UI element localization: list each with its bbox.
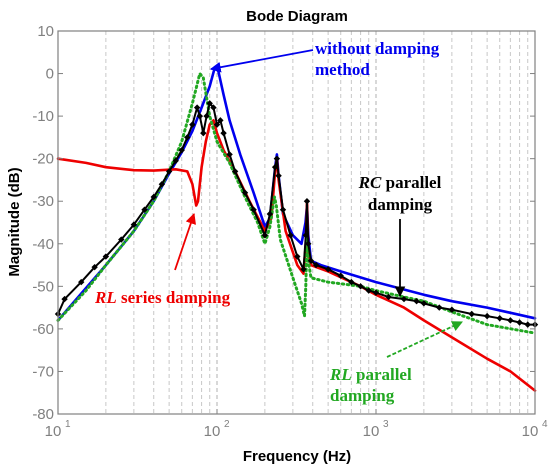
series-marker	[271, 163, 279, 171]
series-marker	[231, 168, 239, 175]
series-marker	[312, 261, 320, 269]
series-line-0	[56, 65, 537, 322]
series-marker	[273, 155, 281, 162]
annotation-label: damping	[368, 195, 433, 214]
series-marker	[226, 151, 233, 158]
y-tick-label: 10	[37, 23, 54, 40]
annotation-arrow	[386, 321, 463, 358]
series-marker	[448, 306, 456, 313]
series-marker	[203, 112, 210, 120]
series-marker	[196, 112, 204, 120]
series-marker	[118, 236, 125, 243]
annotation-arrow	[209, 49, 314, 73]
series-marker	[220, 129, 227, 137]
annotation-label: without damping	[315, 39, 440, 58]
y-axis-label: Magnitude (dB)	[6, 167, 23, 276]
x-tick-exponent: 3	[383, 419, 389, 430]
x-tick-label: 10	[45, 423, 62, 440]
y-tick-label: -50	[32, 278, 54, 295]
series-marker	[250, 206, 257, 213]
series-marker	[294, 253, 301, 260]
series-line-3	[56, 72, 537, 335]
x-axis-label: Frequency (Hz)	[243, 448, 351, 465]
y-tick-label: -40	[32, 236, 54, 253]
y-tick-label: 0	[46, 66, 54, 83]
series-marker	[158, 181, 166, 188]
annotation-label: damping	[330, 386, 395, 405]
x-tick-exponent: 2	[224, 419, 230, 430]
series-marker	[200, 129, 207, 137]
series-marker	[305, 240, 312, 247]
series-marker	[507, 317, 514, 324]
series-marker	[172, 157, 179, 164]
annotation-label: RL series damping	[94, 288, 231, 307]
series-marker	[217, 117, 224, 124]
series-marker	[357, 283, 364, 290]
annotation-label: RL parallel	[329, 365, 412, 384]
series-marker	[178, 146, 185, 154]
series-marker	[496, 315, 503, 322]
series-marker	[206, 100, 213, 107]
series-marker	[420, 300, 428, 307]
series-marker	[365, 287, 372, 294]
series-marker	[189, 121, 196, 128]
x-tick-label: 10	[522, 423, 539, 440]
series-marker	[372, 289, 380, 296]
series-marker	[287, 232, 294, 239]
series-marker	[385, 293, 392, 301]
y-tick-label: -30	[32, 193, 54, 210]
annotation-label: RC parallel	[358, 173, 442, 192]
y-tick-label: -20	[32, 151, 54, 168]
series-marker	[275, 172, 282, 179]
annotations: without damping method RC parallel damping R…	[94, 39, 463, 405]
series-marker	[300, 266, 307, 273]
series-marker	[241, 189, 249, 196]
series-marker	[210, 104, 217, 111]
series-marker	[61, 295, 68, 303]
annotation-arrow	[174, 212, 196, 271]
series-marker	[524, 321, 531, 328]
series-marker	[150, 193, 157, 201]
series-marker	[483, 312, 491, 320]
series-marker	[436, 304, 443, 311]
x-tick-label: 10	[363, 423, 380, 440]
y-tick-label: -10	[32, 108, 54, 125]
plot-series	[54, 65, 539, 392]
series-marker	[213, 121, 221, 128]
series-marker	[165, 168, 173, 175]
plot-axes	[57, 30, 536, 415]
series-marker	[400, 295, 408, 303]
plot-frame	[57, 30, 536, 415]
series-marker	[302, 232, 310, 239]
series-marker	[337, 272, 344, 279]
y-tick-label: -80	[32, 406, 54, 423]
series-marker	[516, 319, 523, 326]
x-tick-label: 10	[204, 423, 221, 440]
series-marker	[348, 278, 355, 286]
series-marker	[266, 210, 274, 218]
series-marker	[307, 257, 315, 264]
series-marker	[193, 104, 201, 111]
y-tick-label: -60	[32, 321, 54, 338]
series-marker	[261, 232, 269, 239]
y-tick-label: -70	[32, 363, 54, 380]
series-marker	[141, 206, 148, 213]
series-marker	[413, 298, 420, 305]
grid-lines	[105, 31, 529, 414]
annotation-label: method	[315, 60, 370, 79]
series-marker	[102, 253, 110, 260]
series-marker	[279, 206, 287, 213]
series-marker	[91, 263, 98, 271]
series-marker	[303, 198, 311, 205]
series-marker	[78, 278, 85, 286]
series-marker	[468, 310, 475, 318]
x-tick-exponent: 1	[65, 419, 71, 430]
series-marker	[130, 221, 138, 228]
chart-title: Bode Diagram	[246, 8, 348, 25]
x-tick-exponent: 4	[542, 419, 548, 430]
series-marker	[324, 266, 332, 273]
series-marker	[184, 134, 191, 141]
